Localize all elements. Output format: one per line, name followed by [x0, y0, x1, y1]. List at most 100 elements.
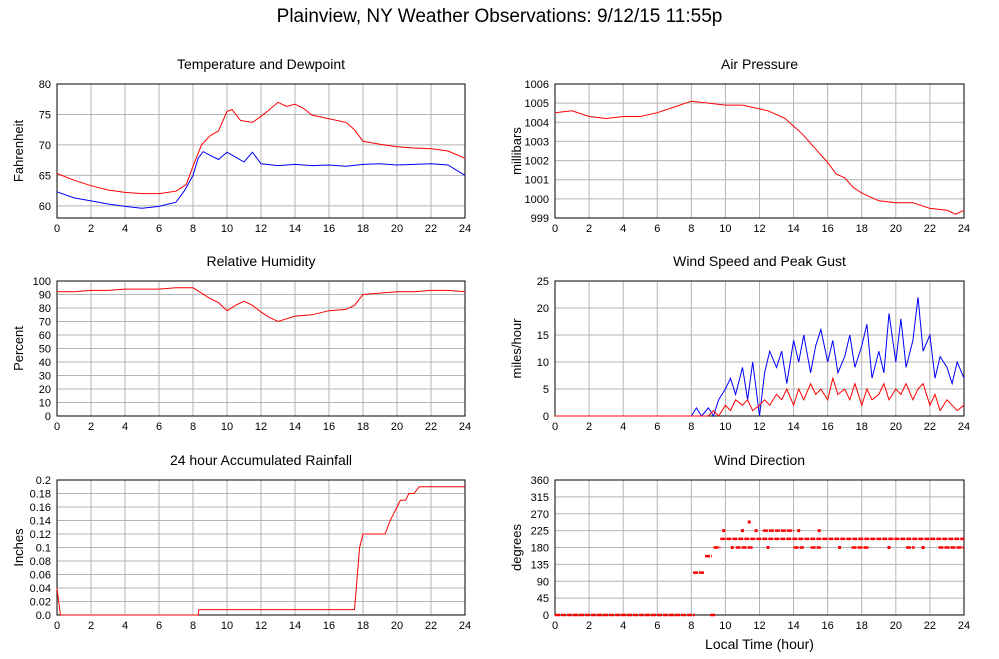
- x-tick-label: 4: [620, 421, 626, 433]
- x-tick-label: 2: [586, 620, 592, 632]
- x-tick-label: 0: [54, 223, 60, 235]
- x-tick-label: 12: [255, 620, 267, 632]
- x-tick-label: 6: [156, 421, 162, 433]
- x-tick-label: 4: [122, 421, 128, 433]
- direction-point: [754, 529, 758, 533]
- x-tick-label: 24: [459, 620, 471, 632]
- chart-title: Wind Direction: [714, 452, 805, 468]
- y-tick-label: 65: [39, 170, 51, 182]
- direction-point: [817, 529, 821, 533]
- y-tick-label: 180: [531, 543, 549, 555]
- y-tick-label: 50: [39, 344, 51, 356]
- x-tick-label: 10: [719, 620, 731, 632]
- y-tick-label: 45: [537, 593, 549, 605]
- chart-title: Temperature and Dewpoint: [177, 56, 345, 72]
- chart-panel-5: 0 2 4 6 8 10 12 14 16 18 20 22 240459013518022527031…: [509, 452, 970, 652]
- x-tick-label: 12: [753, 421, 765, 433]
- x-tick-label: 2: [586, 421, 592, 433]
- series-line-0: [56, 101, 466, 195]
- x-tick-label: 16: [323, 620, 335, 632]
- series-line-0: [56, 486, 465, 616]
- chart-title: Air Pressure: [721, 56, 798, 72]
- x-tick-label: 6: [654, 421, 660, 433]
- x-tick-label: 8: [190, 620, 196, 632]
- x-tick-label: 20: [890, 223, 902, 235]
- x-tick-label: 22: [425, 421, 437, 433]
- x-tick-label: 4: [122, 223, 128, 235]
- series-line-0: [57, 287, 466, 323]
- x-tick-label: 16: [323, 421, 335, 433]
- chart-title: Wind Speed and Peak Gust: [673, 253, 846, 269]
- y-tick-label: 0.1: [36, 543, 51, 555]
- direction-point: [766, 546, 770, 549]
- chart-panel-2: 0 2 4 6 8 10 12 14 16 18 20 22 240102030405060708090…: [11, 253, 471, 433]
- x-tick-label: 0: [552, 421, 558, 433]
- x-tick-label: 12: [753, 620, 765, 632]
- y-tick-label: 1001: [525, 175, 549, 187]
- x-tick-label: 14: [787, 421, 799, 433]
- x-tick-label: 2: [88, 620, 94, 632]
- x-tick-label: 20: [391, 620, 403, 632]
- y-tick-label: 60: [39, 201, 51, 213]
- x-tick-label: 10: [221, 421, 233, 433]
- x-tick-label: 4: [620, 223, 626, 235]
- x-tick-label: 0: [54, 620, 60, 632]
- x-tick-label: 10: [221, 223, 233, 235]
- direction-point: [740, 529, 744, 533]
- x-tick-label: 0: [54, 421, 60, 433]
- plot-frame: [554, 83, 965, 219]
- series-line-1: [56, 150, 466, 209]
- y-tick-label: 25: [537, 276, 549, 288]
- y-tick-label: 0.2: [36, 475, 51, 487]
- y-tick-label: 999: [531, 213, 549, 225]
- y-tick-label: 5: [543, 384, 549, 396]
- x-tick-label: 24: [459, 223, 471, 235]
- x-tick-label: 10: [221, 620, 233, 632]
- y-axis-label: miles/hour: [509, 318, 524, 379]
- y-tick-label: 70: [39, 317, 51, 329]
- y-tick-label: 15: [537, 330, 549, 342]
- x-tick-label: 14: [289, 421, 301, 433]
- x-tick-label: 8: [688, 421, 694, 433]
- x-tick-label: 10: [719, 421, 731, 433]
- x-tick-label: 2: [88, 223, 94, 235]
- x-tick-label: 6: [156, 223, 162, 235]
- x-tick-label: 8: [190, 223, 196, 235]
- y-tick-label: 315: [531, 492, 549, 504]
- x-tick-label: 16: [323, 223, 335, 235]
- y-tick-label: 0.02: [30, 597, 51, 609]
- x-tick-label: 18: [357, 421, 369, 433]
- series-line-0: [555, 297, 965, 418]
- plot-frame: [56, 83, 466, 219]
- x-tick-label: 20: [391, 223, 403, 235]
- x-tick-label: 10: [719, 223, 731, 235]
- series-line-1: [555, 376, 965, 417]
- y-tick-label: 0.12: [30, 529, 51, 541]
- y-tick-label: 1004: [525, 117, 549, 129]
- x-tick-label: 20: [391, 421, 403, 433]
- x-tick-label: 22: [425, 620, 437, 632]
- y-axis-label: Percent: [11, 326, 26, 371]
- y-tick-label: 360: [531, 475, 549, 487]
- y-tick-label: 0.06: [30, 570, 51, 582]
- direction-point: [730, 546, 734, 549]
- x-tick-label: 2: [88, 421, 94, 433]
- chart-panel-0: 0 2 4 6 8 10 12 14 16 18 20 22 246065707580Temperatu…: [11, 56, 471, 235]
- y-axis-label: Inches: [11, 528, 26, 567]
- y-tick-label: 225: [531, 526, 549, 538]
- x-tick-label: 12: [255, 223, 267, 235]
- y-axis-label: degrees: [509, 524, 524, 571]
- y-tick-label: 270: [531, 509, 549, 521]
- x-tick-label: 4: [620, 620, 626, 632]
- plot-frame: [56, 280, 466, 417]
- x-tick-label: 24: [958, 223, 970, 235]
- y-tick-label: 90: [39, 290, 51, 302]
- x-tick-label: 20: [890, 421, 902, 433]
- x-tick-label: 18: [856, 620, 868, 632]
- series-line-0: [554, 100, 965, 215]
- x-tick-label: 20: [890, 620, 902, 632]
- y-tick-label: 1005: [525, 98, 549, 110]
